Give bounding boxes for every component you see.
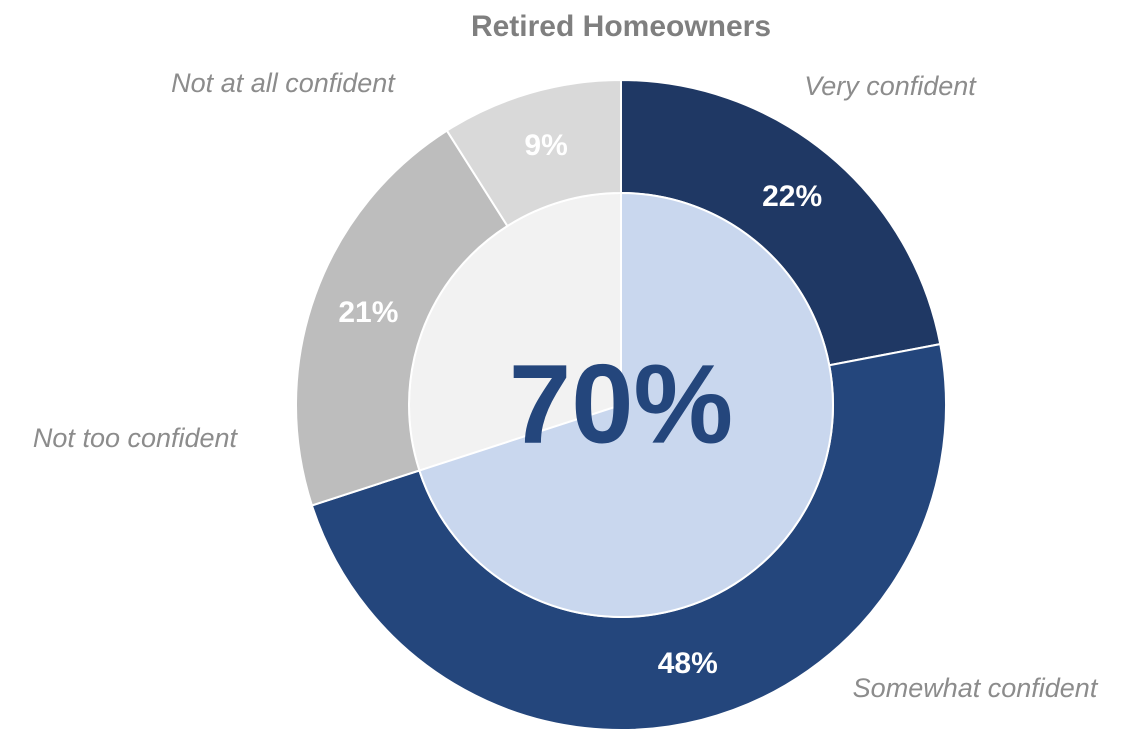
data-label: 48% <box>658 647 718 680</box>
data-label: 21% <box>338 296 398 329</box>
center-label: 70% <box>509 342 733 467</box>
category-label: Very confident <box>804 71 977 101</box>
inner-segment <box>418 191 834 618</box>
data-label: 22% <box>762 180 822 213</box>
data-label: 9% <box>524 129 567 162</box>
donut-segment <box>295 129 509 507</box>
category-label: Somewhat confident <box>853 673 1099 703</box>
donut-segment <box>445 78 622 228</box>
chart-title: Retired Homeowners <box>471 10 771 43</box>
category-label: Not too confident <box>33 423 239 453</box>
category-label: Not at all confident <box>171 68 396 98</box>
